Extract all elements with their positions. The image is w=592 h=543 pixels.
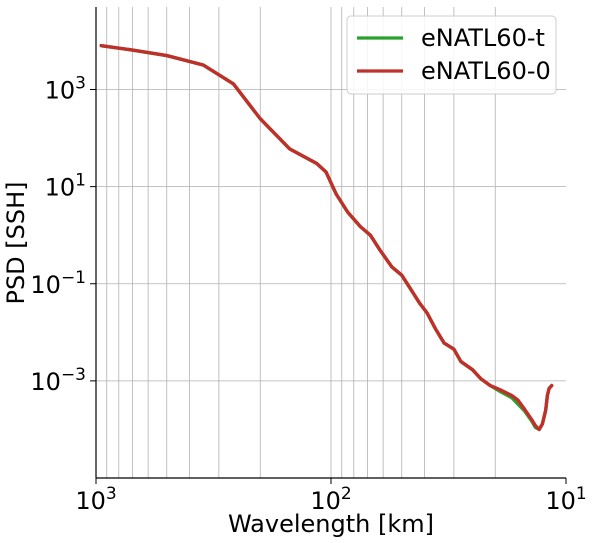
- series-line-enatl60-0: [99, 43, 554, 432]
- y-axis-label: PSD [SSH]: [2, 181, 30, 304]
- y-tick-label: 101: [45, 171, 86, 202]
- x-tick-label: 101: [545, 484, 586, 515]
- x-axis-label: Wavelength [km]: [228, 510, 434, 538]
- legend-box: [346, 15, 557, 95]
- series-line-enatl60-t: [99, 43, 554, 432]
- legend-label-enatl60-t: eNATL60-t: [421, 24, 545, 52]
- legend-label-enatl60-0: eNATL60-0: [421, 57, 551, 85]
- x-tick-label: 103: [75, 484, 116, 515]
- series-lines: [99, 43, 554, 432]
- legend: eNATL60-t eNATL60-0: [346, 15, 557, 95]
- y-tick-label: 103: [45, 74, 86, 105]
- y-tick-label: 10−1: [30, 268, 86, 299]
- y-tick-label: 10−3: [30, 365, 86, 396]
- x-tick-label: 102: [310, 484, 351, 515]
- tick-labels: 103 102 101 10−3 10−1 101 103: [30, 74, 586, 515]
